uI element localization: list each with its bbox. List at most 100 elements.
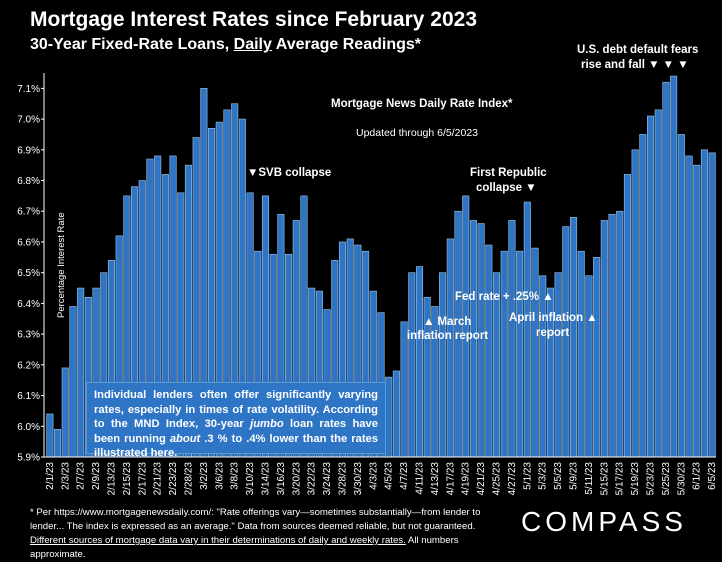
bar	[616, 210, 624, 458]
x-tick-label: 4/27/23	[507, 462, 518, 496]
bar	[677, 134, 685, 458]
annotation-first-republic-1: First Republic	[470, 167, 547, 179]
annotation-march-2: inflation report	[407, 330, 488, 342]
bar	[577, 250, 585, 458]
x-tick-label: 2/1/23	[45, 462, 56, 490]
y-tick-label: 6.4%	[17, 299, 40, 310]
chart-subtitle: 30-Year Fixed-Rate Loans, Daily Average …	[30, 36, 421, 54]
x-tick-label: 3/24/23	[322, 462, 333, 496]
x-tick-label: 2/13/23	[107, 462, 118, 496]
bar	[662, 81, 670, 458]
info-italic-2: about	[169, 432, 201, 445]
x-tick-label: 4/19/23	[461, 462, 472, 496]
x-tick-label: 2/9/23	[91, 462, 102, 490]
bar	[54, 429, 62, 458]
info-box: Individual lenders often offer significa…	[86, 382, 386, 459]
chart-title: Mortgage Interest Rates since February 2…	[30, 8, 478, 31]
subtitle-underlined: Daily	[233, 36, 272, 53]
x-tick-label: 5/5/23	[553, 462, 564, 490]
x-tick-label: 3/28/23	[338, 462, 349, 496]
x-tick-label: 5/1/23	[522, 462, 533, 490]
bar	[700, 149, 708, 458]
x-tick-label: 4/25/23	[492, 462, 503, 496]
y-tick-label: 7.0%	[17, 115, 40, 126]
x-tick-label: 2/7/23	[76, 462, 87, 490]
x-tick-label: 2/17/23	[137, 462, 148, 496]
x-ticks-group: 2/1/23 2/3/23 2/7/23 2/9/23 2/13/23 2/15/23 2/…	[45, 462, 718, 496]
annotation-fed: Fed rate + .25% ▲	[455, 291, 554, 303]
y-tick-label: 6.2%	[17, 360, 40, 371]
x-tick-label: 4/11/23	[415, 462, 426, 495]
annotation-svb: ▼SVB collapse	[247, 167, 331, 179]
footnote-underlined: Different sources of mortgage data vary …	[30, 535, 406, 546]
bar	[516, 250, 524, 458]
bar	[408, 272, 416, 458]
info-text-2: loan rates have been running	[94, 418, 378, 445]
annotation-debt-2: rise and fall ▼ ▼ ▼	[581, 59, 689, 71]
x-tick-label: 3/8/23	[230, 462, 241, 490]
x-tick-label: 3/16/23	[276, 462, 287, 496]
subtitle-post: Average Readings*	[271, 36, 421, 53]
bar	[670, 75, 678, 458]
annotation-debt-1: U.S. debt default fears	[577, 44, 698, 56]
x-tick-label: 5/9/23	[569, 462, 580, 490]
x-tick-label: 6/5/23	[707, 462, 718, 490]
bar	[585, 275, 593, 458]
bar	[600, 220, 608, 458]
y-tick-label: 6.9%	[17, 145, 40, 156]
y-tick-label: 6.1%	[17, 391, 40, 402]
bar	[69, 306, 77, 458]
bar	[654, 109, 662, 458]
y-tick-label: 5.9%	[17, 453, 40, 464]
x-tick-label: 5/25/23	[661, 462, 672, 496]
annotation-updated: Updated through 6/5/2023	[356, 127, 478, 139]
bar	[623, 174, 631, 458]
bar	[685, 155, 693, 458]
x-tick-label: 3/10/23	[245, 462, 256, 496]
x-tick-label: 3/22/23	[307, 462, 318, 496]
bar	[77, 287, 85, 458]
y-tick-label: 6.6%	[17, 238, 40, 249]
bar	[485, 244, 493, 458]
bar	[639, 134, 647, 458]
bar	[554, 272, 562, 458]
bar	[693, 164, 701, 458]
x-tick-label: 3/30/23	[353, 462, 364, 496]
x-tick-label: 3/2/23	[199, 462, 210, 490]
annotation-march-1: ▲ March	[423, 316, 471, 328]
subtitle-pre: 30-Year Fixed-Rate Loans,	[30, 36, 234, 53]
bar	[400, 321, 408, 458]
x-tick-label: 3/14/23	[261, 462, 272, 496]
annotation-april-1: April inflation ▲	[509, 312, 598, 324]
x-tick-label: 5/19/23	[630, 462, 641, 496]
info-text-1: Individual lenders often offer significa…	[94, 389, 378, 430]
bar	[608, 214, 616, 458]
x-tick-label: 5/3/23	[538, 462, 549, 490]
x-tick-label: 4/7/23	[399, 462, 410, 490]
bar	[562, 226, 570, 458]
footnote-text-1: * Per https://www.mortgagenewsdaily.com/…	[30, 507, 481, 532]
x-tick-label: 5/23/23	[646, 462, 657, 496]
y-ticks-group: 5.9% 6.0% 6.1% 6.2% 6.3% 6.4% 6.5% 6.6% 6.7% 6.8%…	[17, 84, 44, 464]
x-tick-label: 2/28/23	[184, 462, 195, 496]
info-text-3: .3 % to .4% lower than the rates illustr…	[94, 432, 378, 460]
bar	[446, 238, 454, 458]
x-tick-label: 5/15/23	[599, 462, 610, 496]
bar	[593, 257, 601, 458]
x-tick-label: 3/6/23	[214, 462, 225, 490]
bar	[500, 250, 508, 458]
annotation-first-republic-2: collapse ▼	[476, 182, 537, 194]
bar	[385, 376, 393, 458]
bar	[46, 413, 54, 458]
y-tick-label: 6.3%	[17, 330, 40, 341]
y-tick-label: 6.0%	[17, 422, 40, 433]
x-tick-label: 2/15/23	[122, 462, 133, 496]
y-tick-label: 6.7%	[17, 207, 40, 218]
x-tick-label: 5/11/23	[584, 462, 595, 495]
footnote-text-2: All numbers approximate.	[30, 535, 459, 560]
annotation-index-name: Mortgage News Daily Rate Index*	[331, 98, 513, 110]
annotation-april-2: report	[536, 327, 569, 339]
footnote: * Per https://www.mortgagenewsdaily.com/…	[30, 506, 500, 562]
bar	[708, 152, 716, 458]
